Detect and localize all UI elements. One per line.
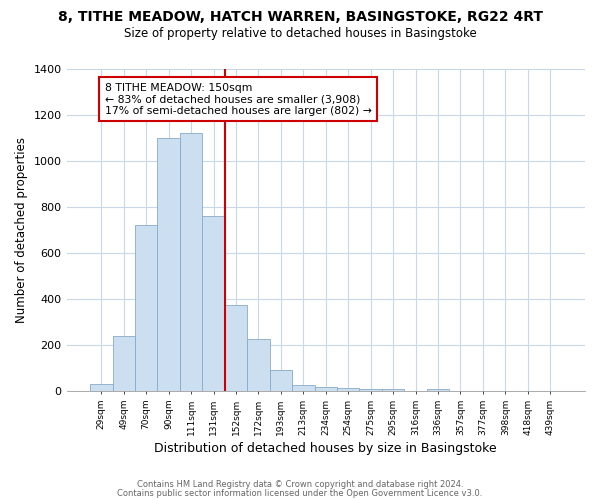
Bar xyxy=(113,336,135,391)
Bar xyxy=(382,389,404,391)
Y-axis label: Number of detached properties: Number of detached properties xyxy=(15,137,28,323)
Text: 8 TITHE MEADOW: 150sqm
← 83% of detached houses are smaller (3,908)
17% of semi-: 8 TITHE MEADOW: 150sqm ← 83% of detached… xyxy=(104,83,371,116)
Bar xyxy=(157,138,180,391)
Bar xyxy=(427,389,449,391)
Text: Contains HM Land Registry data © Crown copyright and database right 2024.: Contains HM Land Registry data © Crown c… xyxy=(137,480,463,489)
Text: 8, TITHE MEADOW, HATCH WARREN, BASINGSTOKE, RG22 4RT: 8, TITHE MEADOW, HATCH WARREN, BASINGSTO… xyxy=(58,10,542,24)
Bar xyxy=(337,388,359,391)
Bar xyxy=(314,387,337,391)
Bar xyxy=(202,216,225,391)
Bar xyxy=(247,338,269,391)
Bar xyxy=(225,305,247,391)
Bar xyxy=(359,389,382,391)
Bar xyxy=(90,384,113,391)
Bar xyxy=(269,370,292,391)
Text: Size of property relative to detached houses in Basingstoke: Size of property relative to detached ho… xyxy=(124,28,476,40)
X-axis label: Distribution of detached houses by size in Basingstoke: Distribution of detached houses by size … xyxy=(154,442,497,455)
Text: Contains public sector information licensed under the Open Government Licence v3: Contains public sector information licen… xyxy=(118,488,482,498)
Bar xyxy=(292,384,314,391)
Bar xyxy=(135,226,157,391)
Bar xyxy=(180,134,202,391)
